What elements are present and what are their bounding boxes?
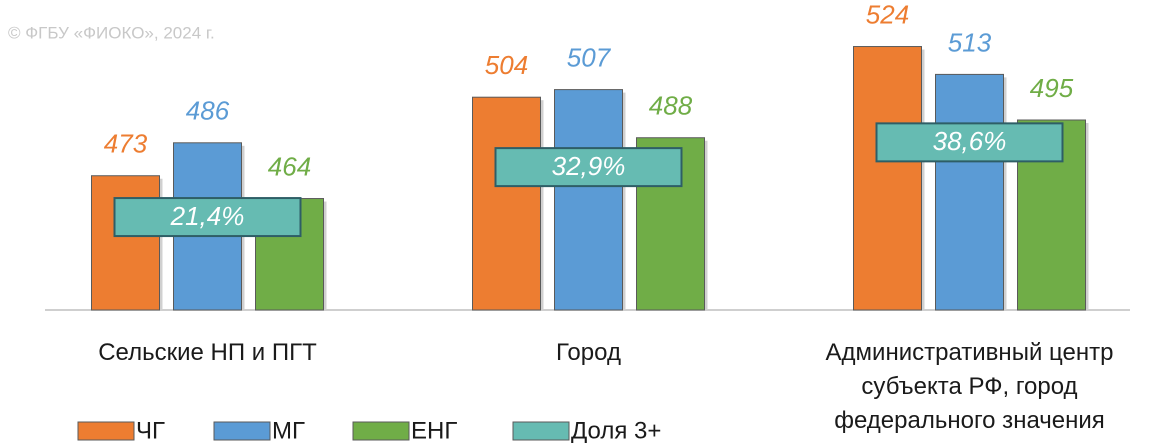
x-tick-label: Административный центр субъекта РФ, горо… — [825, 339, 1114, 434]
bar — [853, 46, 922, 311]
share-label: 38,6% — [933, 126, 1007, 156]
bar — [472, 96, 541, 311]
copyright: © ФГБУ «ФИОКО», 2024 г. — [8, 23, 215, 42]
x-tick-label: Сельские НП и ПГТ — [98, 339, 317, 366]
data-label: 504 — [485, 50, 528, 80]
data-label: 507 — [567, 42, 612, 72]
share-box — [494, 147, 683, 188]
bar — [91, 175, 160, 311]
share-box — [113, 197, 302, 238]
legend-label: ЧГ — [136, 417, 165, 443]
legend-swatch — [213, 421, 271, 441]
legend-label: МГ — [272, 417, 305, 443]
legend-swatch — [77, 421, 135, 441]
data-label: 486 — [186, 96, 230, 126]
legend-label: ЕНГ — [411, 417, 457, 443]
share-label: 21,4% — [170, 201, 245, 231]
data-label: 464 — [268, 151, 311, 181]
legend-swatch — [352, 421, 410, 441]
data-label: 488 — [649, 91, 693, 121]
data-label: 495 — [1030, 73, 1074, 103]
share-box — [875, 122, 1064, 163]
bar — [554, 89, 623, 311]
legend-swatch — [512, 421, 570, 441]
bar — [935, 73, 1004, 311]
share-label: 32,9% — [552, 151, 626, 181]
data-label: 473 — [104, 129, 148, 159]
data-label: 513 — [948, 27, 992, 57]
legend-label: Доля 3+ — [571, 417, 661, 443]
data-label: 524 — [866, 0, 909, 29]
x-tick-label: Город — [556, 339, 621, 366]
